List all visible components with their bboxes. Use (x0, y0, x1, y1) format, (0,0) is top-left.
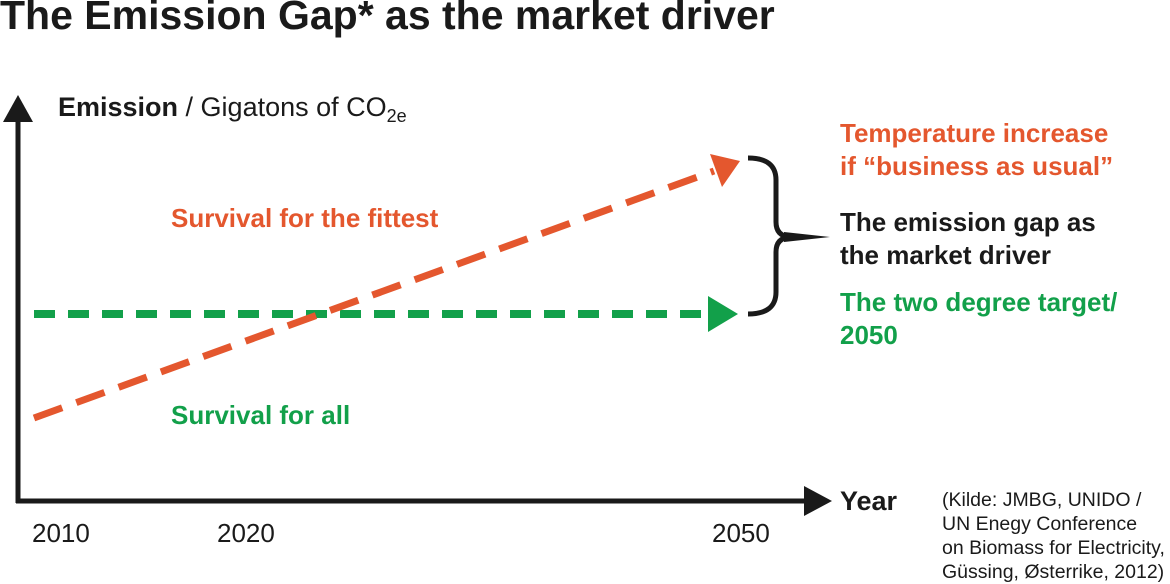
gap-annotation: The emission gap as the market driver (840, 206, 1096, 272)
y-axis-label-rest: / Gigatons of CO (178, 92, 387, 122)
x-tick-label: 2020 (217, 518, 275, 548)
source-line: Güssing, Østerrike, 2012) (942, 561, 1165, 583)
bau-line-arrowhead (710, 154, 740, 187)
gap-bracket (747, 155, 793, 317)
region-label-upper: Survival for the fittest (171, 203, 439, 233)
gap-annotation-line-1: The emission gap as (840, 207, 1096, 237)
x-tick-label: 2050 (712, 518, 770, 548)
source-line: on Biomass for Electricity, (942, 537, 1165, 559)
x-tick-label: 2010 (32, 518, 90, 548)
bau-annotation: Temperature increase if “business as usu… (840, 117, 1113, 183)
gap-bracket-pointer (784, 232, 830, 242)
target-annotation: The two degree target/ 2050 (840, 286, 1117, 352)
target-annotation-line-2: 2050 (840, 320, 898, 350)
source-line: (Kilde: JMBG, UNIDO / (942, 489, 1142, 511)
x-axis-label: Year (840, 486, 898, 516)
bau-annotation-line-2: if “business as usual” (840, 151, 1114, 181)
y-axis-arrowhead (3, 95, 33, 122)
page-title: The Emission Gap* as the market driver (0, 0, 775, 38)
y-axis-label: Emission / Gigatons of CO2e (58, 92, 407, 127)
source-line: UN Enegy Conference (942, 513, 1138, 535)
gap-annotation-line-2: the market driver (840, 240, 1051, 270)
bau-line (32, 167, 716, 422)
bau-annotation-line-1: Temperature increase (840, 118, 1109, 148)
region-label-lower: Survival for all (171, 400, 351, 430)
target-annotation-line-1: The two degree target/ (840, 287, 1118, 317)
y-axis-label-bold: Emission (58, 92, 179, 122)
x-axis-arrowhead (804, 486, 832, 516)
target-line-arrowhead (708, 296, 738, 332)
y-axis-label-subscript: 2e (386, 106, 407, 126)
source-citation: (Kilde: JMBG, UNIDO / UN Enegy Conferenc… (942, 488, 1165, 584)
